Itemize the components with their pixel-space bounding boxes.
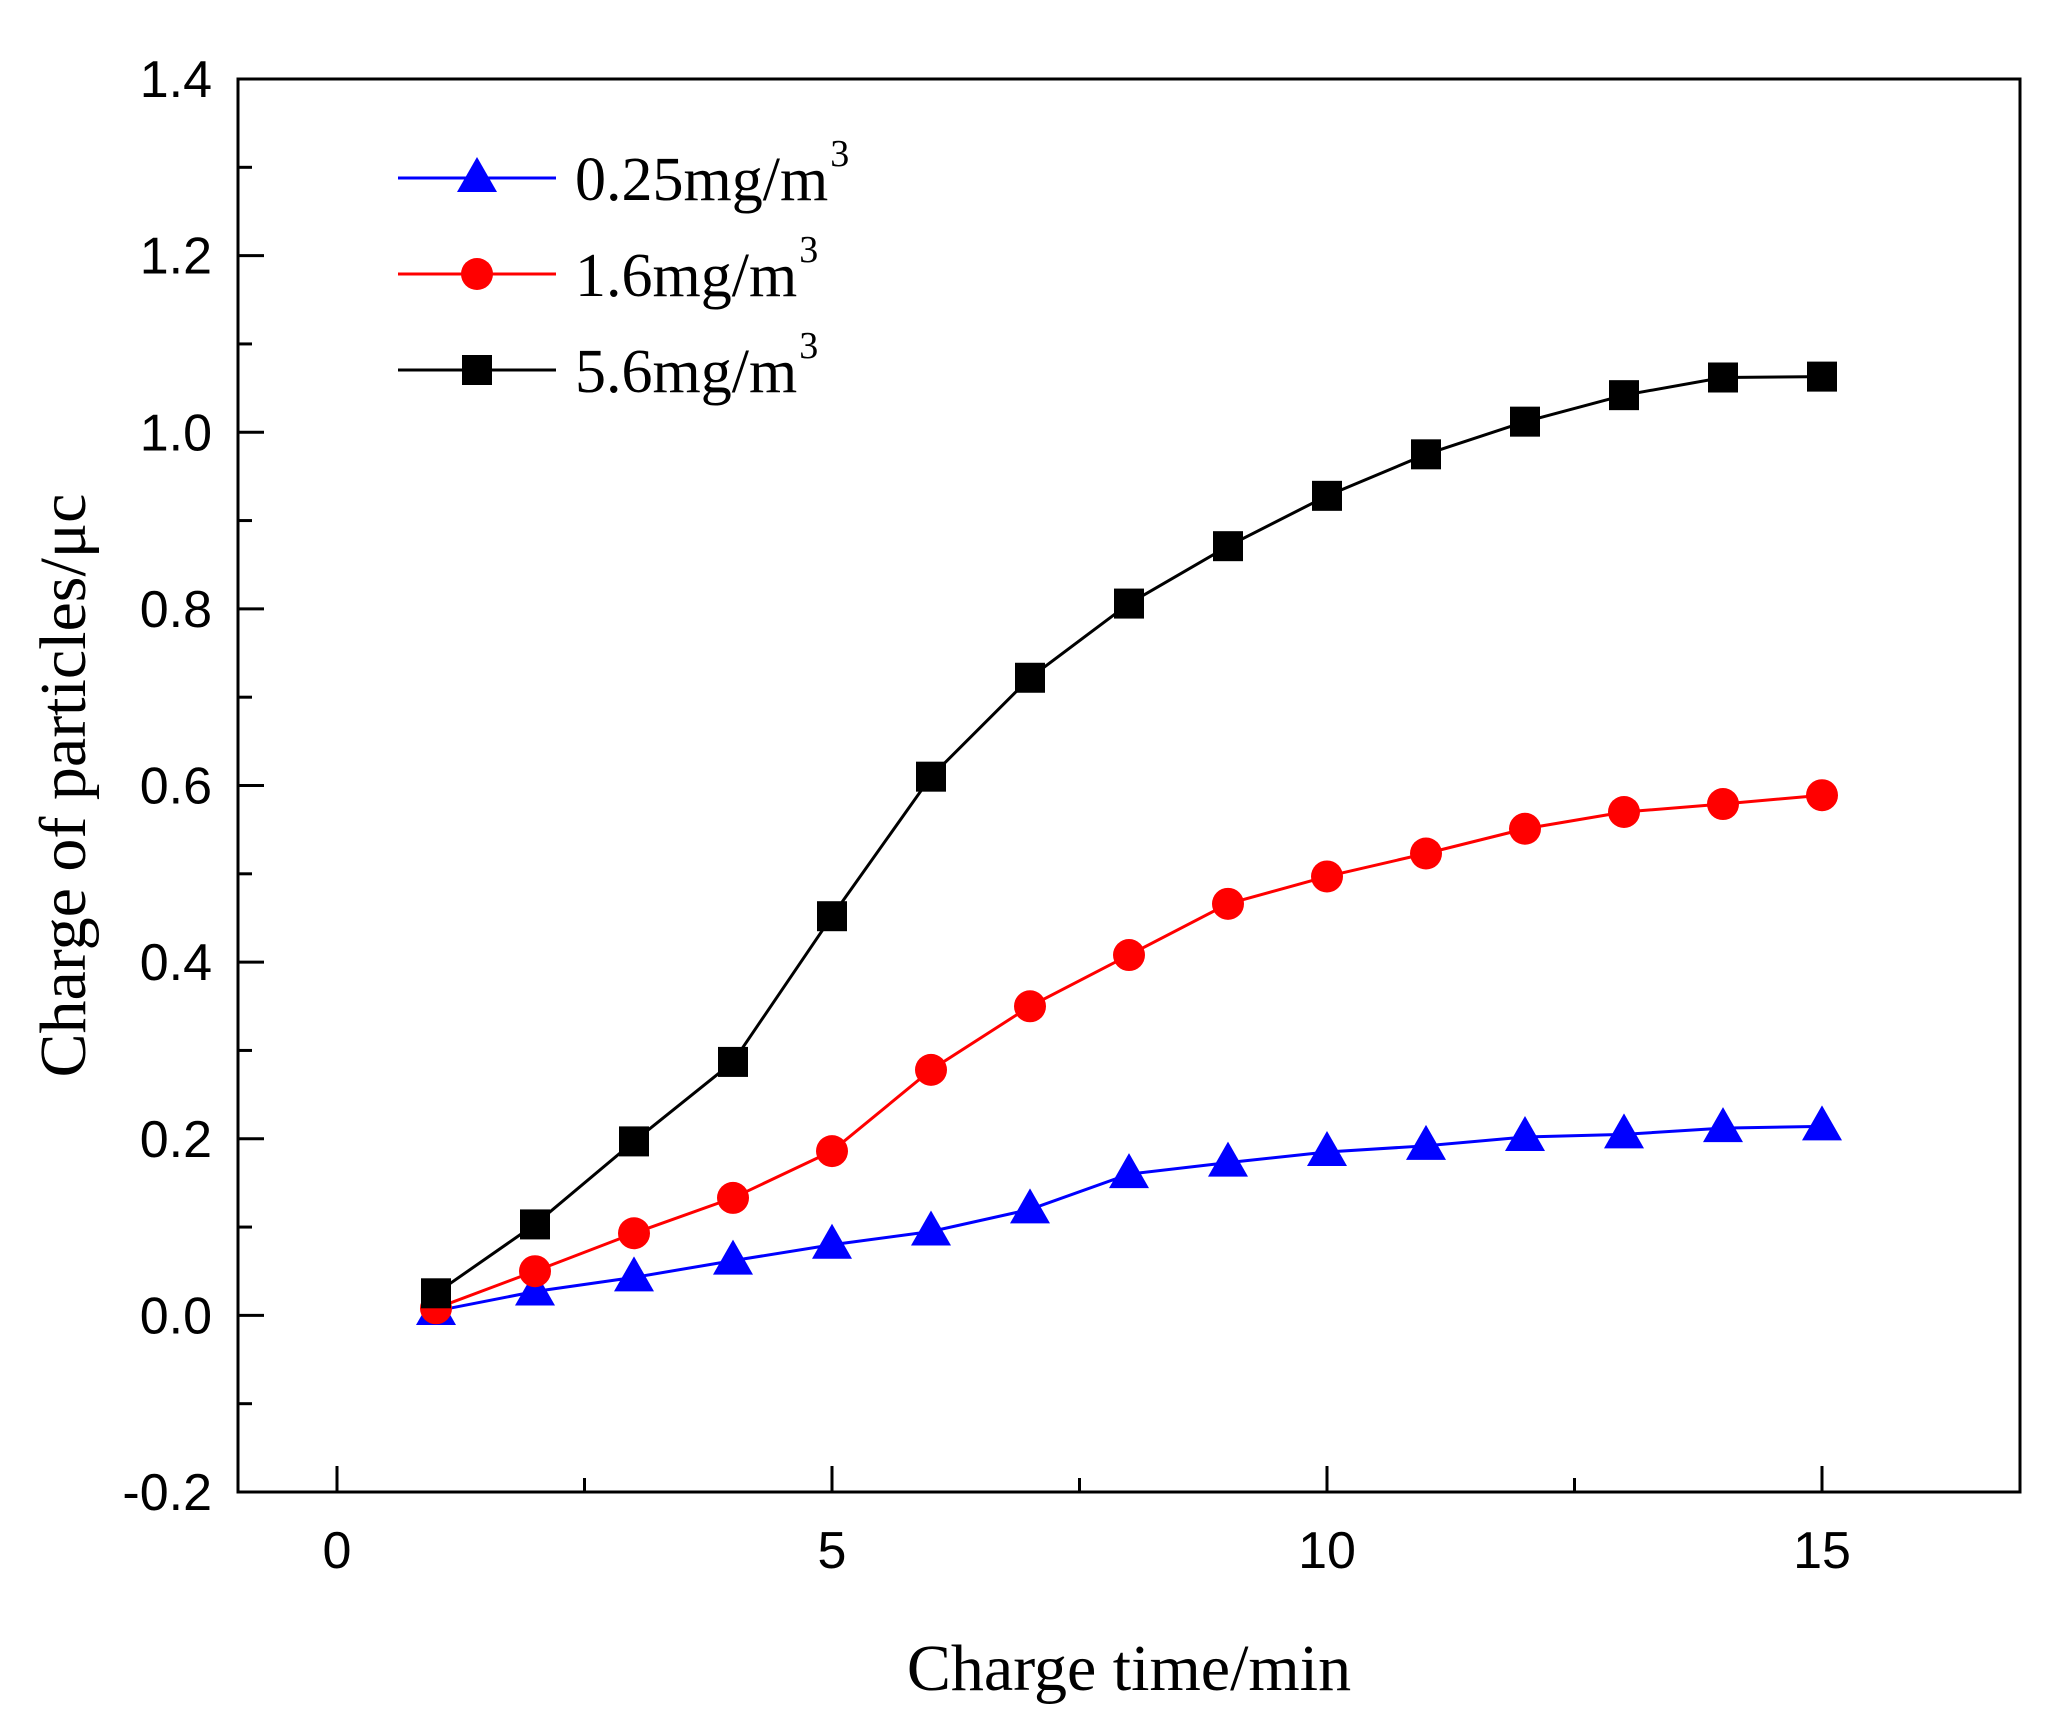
- legend: 0.25mg/m 31.6mg/m 35.6mg/m 3: [398, 133, 849, 406]
- data-point: [1406, 1124, 1446, 1160]
- y-tick-label: -0.2: [122, 1464, 212, 1522]
- data-point: [519, 1255, 551, 1288]
- data-point: [614, 1256, 654, 1292]
- data-point: [1708, 362, 1738, 393]
- data-point: [1509, 812, 1541, 845]
- data-point: [1802, 1105, 1842, 1141]
- data-point: [1010, 1188, 1050, 1224]
- legend-label-superscript: 3: [799, 229, 818, 271]
- data-point: [515, 1270, 555, 1306]
- data-point: [1307, 1130, 1347, 1166]
- data-point: [1806, 779, 1838, 812]
- x-tick-label: 15: [1793, 1522, 1851, 1580]
- data-point: [1707, 788, 1739, 821]
- y-tick-label: 1.0: [140, 404, 212, 462]
- data-point: [812, 1223, 852, 1259]
- data-point: [817, 901, 847, 932]
- legend-label: 0.25mg/m: [575, 146, 828, 214]
- data-point: [1113, 939, 1145, 972]
- y-axis-title: Charge of particles/μc: [27, 494, 100, 1078]
- data-point: [1015, 662, 1045, 693]
- data-point: [816, 1135, 848, 1168]
- legend-label-superscript: 3: [799, 325, 818, 367]
- data-point: [1703, 1107, 1743, 1143]
- data-point: [1312, 480, 1342, 511]
- data-point: [1411, 439, 1441, 470]
- data-point: [1604, 1113, 1644, 1149]
- data-point: [1311, 860, 1343, 893]
- x-tick-label: 10: [1298, 1522, 1356, 1580]
- data-point: [1505, 1115, 1545, 1151]
- data-point: [1114, 588, 1144, 619]
- data-point: [1212, 887, 1244, 920]
- data-point: [916, 761, 946, 792]
- x-axis: 0 5 10 15: [323, 1466, 1851, 1580]
- legend-item: 0.25mg/m 3: [398, 133, 849, 214]
- data-point: [1609, 380, 1639, 411]
- legend-label: 5.6mg/m: [575, 338, 797, 406]
- series-2: [421, 361, 1837, 1309]
- data-point: [1410, 837, 1442, 870]
- y-tick-label: 0.0: [140, 1287, 212, 1345]
- y-tick-label: 0.6: [140, 758, 212, 816]
- data-point: [520, 1209, 550, 1240]
- data-point: [717, 1181, 749, 1214]
- y-tick-label: 0.8: [140, 581, 212, 639]
- data-point: [421, 1278, 451, 1309]
- data-point: [915, 1053, 947, 1086]
- x-tick-label: 0: [323, 1522, 352, 1580]
- x-tick-label: 5: [818, 1522, 847, 1580]
- y-tick-label: 1.2: [140, 228, 212, 286]
- legend-item: 5.6mg/m 3: [398, 325, 818, 406]
- y-tick-label: 0.2: [140, 1111, 212, 1169]
- data-point: [1510, 406, 1540, 437]
- y-tick-label: 0.4: [140, 934, 212, 992]
- data-point: [1213, 531, 1243, 562]
- y-axis: -0.2 0.0 0.2 0.4 0.6 0.8 1.0 1.2 1.4: [122, 51, 264, 1522]
- plot-series: [416, 361, 1842, 1325]
- data-point: [1608, 795, 1640, 828]
- data-point: [619, 1126, 649, 1157]
- legend-label: 1.6mg/m: [575, 242, 797, 310]
- legend-marker: [462, 355, 492, 385]
- data-point: [1807, 361, 1837, 392]
- legend-marker: [457, 157, 497, 192]
- y-tick-label: 1.4: [140, 51, 212, 109]
- data-point: [911, 1210, 951, 1246]
- data-point: [1014, 990, 1046, 1023]
- data-point: [718, 1046, 748, 1077]
- data-point: [713, 1239, 753, 1275]
- legend-item: 1.6mg/m 3: [398, 229, 818, 310]
- series-0: [416, 1105, 1842, 1325]
- data-point: [1109, 1153, 1149, 1189]
- data-point: [1208, 1141, 1248, 1177]
- legend-marker: [461, 258, 493, 290]
- legend-label-superscript: 3: [830, 133, 849, 175]
- data-point: [618, 1217, 650, 1250]
- x-axis-title: Charge time/min: [907, 1632, 1351, 1705]
